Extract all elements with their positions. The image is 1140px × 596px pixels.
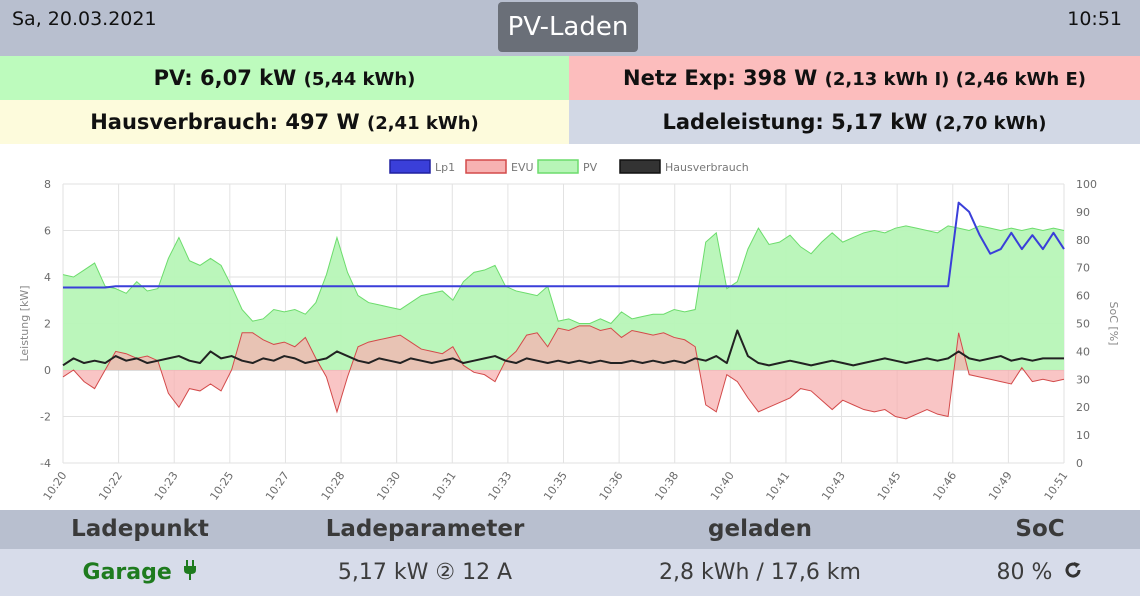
x-tick-label: 10:22 (96, 469, 125, 502)
legend-label-hausverbrauch[interactable]: Hausverbrauch (665, 161, 749, 174)
y2-tick-label: 80 (1076, 234, 1090, 247)
x-tick-label: 10:27 (263, 469, 292, 502)
legend-swatch-hausverbrauch[interactable] (619, 159, 661, 174)
chargepoint-name-cell[interactable]: Garage (60, 549, 220, 596)
y-axis-label: Leistung [kW] (18, 285, 31, 361)
x-tick-label: 10:23 (152, 469, 181, 502)
grid-energy: (2,13 kWh I) (2,46 kWh E) (824, 69, 1086, 90)
legend-label-pv[interactable]: PV (583, 161, 598, 174)
y-tick-label: -2 (40, 411, 51, 424)
y2-tick-label: 70 (1076, 262, 1090, 275)
pv-line (62, 225, 1065, 325)
y-axis-ticks: -4 -2 0 2 4 6 8 (40, 178, 51, 470)
chargepoint-table-header: Ladepunkt Ladeparameter geladen SoC (0, 510, 1140, 549)
house-summary: Hausverbrauch: 497 W (2,41 kWh) (0, 100, 569, 144)
x-tick-label: 10:35 (541, 469, 570, 502)
charge-summary: Ladeleistung: 5,17 kW (2,70 kWh) (569, 100, 1140, 144)
y2-axis-label: SoC [%] (1107, 302, 1120, 346)
x-axis-ticks: 10:20 10:22 10:23 10:25 10:27 10:28 10:30 10:31… (41, 469, 1071, 502)
header-ladepunkt: Ladepunkt (71, 516, 209, 542)
x-tick-label: 10:33 (486, 469, 515, 502)
charged-amount: 2,8 kWh / 17,6 km (659, 560, 861, 585)
soc-value: 80 % (996, 560, 1053, 585)
legend-swatch-evu[interactable] (465, 159, 507, 174)
pv-energy: (5,44 kWh) (303, 69, 416, 90)
x-tick-label: 10:49 (986, 469, 1015, 502)
y-tick-label: -4 (40, 457, 51, 470)
plug-icon (183, 550, 197, 596)
header-ladeparameter: Ladeparameter (325, 516, 525, 542)
y2-axis-ticks: 0 10 20 30 40 50 60 70 80 90 100 (1076, 178, 1097, 470)
mode-button[interactable]: PV-Laden (498, 2, 638, 52)
current-time: 10:51 (1067, 8, 1122, 30)
grid-summary: Netz Exp: 398 W (2,13 kWh I) (2,46 kWh E… (569, 56, 1140, 100)
x-tick-label: 10:45 (875, 469, 904, 502)
legend-label-evu[interactable]: EVU (511, 161, 534, 174)
y2-tick-label: 60 (1076, 290, 1090, 303)
y-tick-label: 8 (44, 178, 51, 191)
charge-energy: (2,70 kWh) (934, 113, 1047, 134)
x-tick-label: 10:38 (652, 469, 681, 502)
legend-label-lp1[interactable]: Lp1 (435, 161, 455, 174)
evu-line (62, 325, 1065, 420)
y2-tick-label: 30 (1076, 373, 1090, 386)
x-tick-label: 10:41 (764, 469, 793, 502)
x-tick-label: 10:28 (319, 469, 348, 502)
chargepoint-name[interactable]: Garage (82, 560, 172, 585)
house-power: Hausverbrauch: 497 W (90, 110, 360, 134)
x-tick-label: 10:31 (430, 469, 459, 502)
legend-swatch-pv[interactable] (537, 159, 579, 174)
evu-area (63, 325, 1064, 419)
x-tick-label: 10:20 (41, 469, 70, 502)
chart-lines (62, 201, 1065, 367)
grid-power: Netz Exp: 398 W (623, 66, 818, 90)
lp1-line (63, 201, 1065, 289)
y-tick-label: 2 (44, 318, 51, 331)
y-tick-label: 0 (44, 364, 51, 377)
chart-areas (62, 225, 1065, 420)
x-tick-label: 10:25 (207, 469, 236, 502)
x-tick-label: 10:36 (597, 469, 626, 502)
pv-summary: PV: 6,07 kW (5,44 kWh) (0, 56, 569, 100)
soc-cell[interactable]: 80 % (980, 549, 1100, 596)
current-date: Sa, 20.03.2021 (12, 8, 157, 30)
y-tick-label: 6 (44, 225, 51, 238)
pv-power: PV: 6,07 kW (153, 66, 297, 90)
hausverbrauch-line (62, 329, 1064, 367)
charge-parameter[interactable]: 5,17 kW ② 12 A (337, 560, 513, 585)
header-geladen: geladen (708, 516, 812, 542)
x-tick-label: 10:30 (374, 469, 403, 502)
header-soc: SoC (1015, 516, 1065, 542)
y2-tick-label: 40 (1076, 345, 1090, 358)
y2-tick-label: 10 (1076, 429, 1090, 442)
x-tick-label: 10:43 (819, 469, 848, 502)
chargepoint-row[interactable]: Garage 5,17 kW ② 12 A 2,8 kWh / 17,6 km … (0, 549, 1140, 596)
x-tick-label: 10:51 (1042, 469, 1071, 502)
y2-tick-label: 0 (1076, 457, 1083, 470)
y2-tick-label: 50 (1076, 318, 1090, 331)
x-tick-label: 10:46 (930, 469, 959, 502)
y2-tick-label: 100 (1076, 178, 1097, 191)
y2-tick-label: 20 (1076, 401, 1090, 414)
refresh-icon[interactable] (1063, 550, 1083, 596)
house-energy: (2,41 kWh) (366, 113, 479, 134)
y-tick-label: 4 (44, 271, 51, 284)
top-bar: Sa, 20.03.2021 PV-Laden 10:51 (0, 0, 1140, 56)
pv-area (63, 225, 1064, 370)
y2-tick-label: 90 (1076, 206, 1090, 219)
chart-legend[interactable]: Lp1 EVU PV Hausverbrauch (389, 159, 749, 174)
charge-power: Ladeleistung: 5,17 kW (662, 110, 928, 134)
legend-swatch-lp1[interactable] (389, 159, 431, 174)
x-tick-label: 10:40 (708, 469, 737, 502)
